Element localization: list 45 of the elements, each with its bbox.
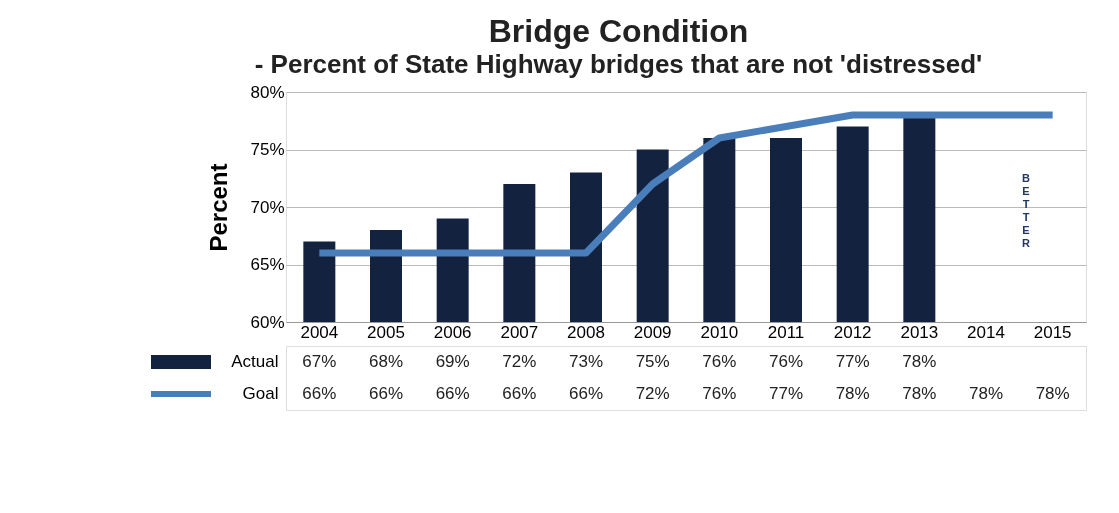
data-label: 69%: [435, 352, 470, 371]
x-tick-label: 2013: [900, 322, 939, 342]
x-tick-label: 2008: [567, 322, 605, 342]
data-label: 73%: [568, 352, 604, 371]
x-tick-label: 2009: [633, 322, 672, 342]
x-tick-label: 2012: [833, 322, 872, 342]
y-tick-label: 75%: [250, 140, 285, 159]
data-label: 76%: [768, 352, 804, 371]
y-tick-label: 80%: [250, 82, 285, 102]
data-label: 78%: [968, 384, 1004, 403]
legend-label: Actual: [231, 352, 279, 371]
x-tick-label: 2010: [700, 322, 739, 342]
x-tick-label: 2004: [300, 322, 339, 342]
data-label: 68%: [368, 352, 404, 371]
data-label: 76%: [702, 384, 737, 403]
data-label: 72%: [502, 352, 537, 371]
y-tick-label: 65%: [250, 255, 285, 274]
legend-label: Goal: [242, 384, 279, 403]
y-axis-title: Percent: [205, 163, 233, 252]
x-tick-label: 2006: [433, 322, 472, 342]
x-tick-label: 2015: [1033, 322, 1072, 342]
data-label: 78%: [902, 352, 937, 371]
data-label: 78%: [1035, 384, 1070, 403]
data-label: 66%: [302, 384, 337, 403]
x-tick-label: 2014: [967, 322, 1005, 342]
data-label: 72%: [635, 384, 670, 403]
data-label: 66%: [502, 384, 537, 403]
x-tick-label: 2011: [767, 322, 805, 342]
data-label: 77%: [835, 352, 870, 371]
x-tick-label: 2007: [500, 322, 539, 342]
y-tick-label: 60%: [250, 312, 285, 332]
data-label: 78%: [902, 384, 937, 403]
data-label: 66%: [568, 384, 604, 403]
data-label: 67%: [302, 352, 337, 371]
y-tick-label: 70%: [250, 197, 285, 217]
chart-title: Bridge Condition: [488, 12, 749, 49]
data-label: 76%: [702, 352, 737, 371]
data-label: 75%: [635, 352, 670, 371]
x-tick-label: 2005: [367, 322, 405, 342]
data-label: 77%: [768, 384, 804, 403]
chart-subtitle: - Percent of State Highway bridges that are not 'distressed': [254, 48, 983, 79]
data-label: 78%: [835, 384, 870, 403]
annotation: BETTER: [1022, 171, 1031, 249]
data-label: 66%: [368, 384, 404, 403]
data-label: 66%: [435, 384, 470, 403]
